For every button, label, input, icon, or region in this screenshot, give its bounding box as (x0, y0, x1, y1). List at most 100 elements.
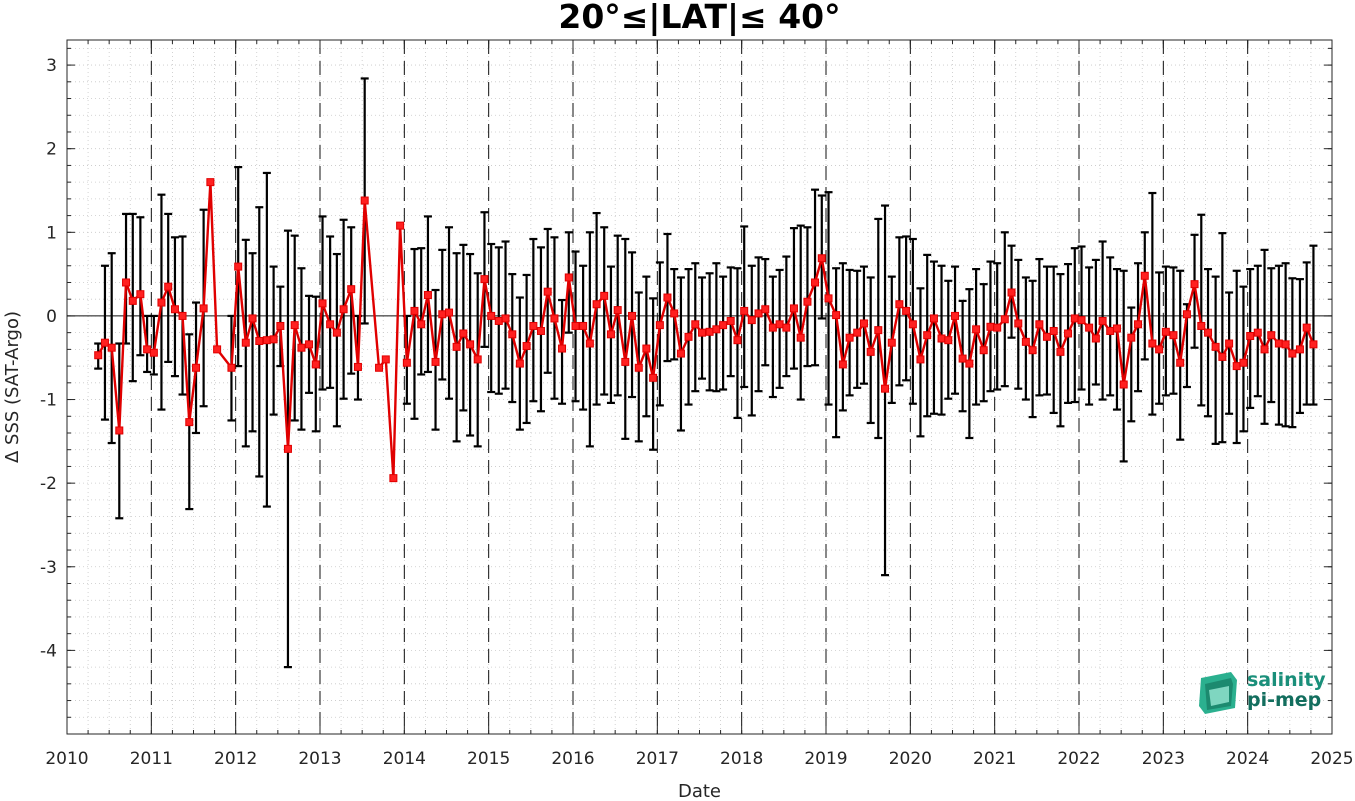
data-point (459, 329, 468, 338)
data-point (1064, 329, 1073, 338)
y-tick-label: 3 (46, 56, 57, 76)
y-tick-label: 2 (46, 140, 57, 160)
y-tick-label: -2 (40, 474, 57, 494)
grid (66, 40, 1333, 735)
data-point (445, 308, 454, 317)
data-point (698, 328, 707, 337)
data-point (283, 444, 292, 453)
data-point (676, 349, 685, 358)
y-tick-label: -1 (40, 391, 57, 411)
data-point (473, 355, 482, 364)
data-point (740, 306, 749, 315)
data-point (515, 359, 524, 368)
x-tick-label: 2021 (973, 749, 1016, 769)
data-point (1091, 334, 1100, 343)
data-point (1056, 347, 1065, 356)
y-tick-label: 0 (46, 307, 57, 327)
x-tick-label: 2018 (720, 749, 763, 769)
data-point (986, 322, 995, 331)
data-point (297, 343, 306, 352)
data-point (269, 335, 278, 344)
data-point (1246, 331, 1255, 340)
data-point (1106, 326, 1115, 335)
data-point (536, 326, 545, 335)
data-point (452, 342, 461, 351)
data-point (178, 311, 187, 320)
data-point (290, 321, 299, 330)
data-point (94, 351, 103, 360)
data-point (438, 310, 447, 319)
data-point (1232, 362, 1241, 371)
data-point (1148, 339, 1157, 348)
data-point (845, 333, 854, 342)
data-point (192, 363, 201, 372)
data-point (1253, 328, 1262, 337)
data-point (276, 321, 285, 330)
x-tick-label: 2016 (551, 749, 594, 769)
data-point (1077, 316, 1086, 325)
data-point (255, 337, 264, 346)
data-point (402, 358, 411, 367)
data-point (100, 338, 109, 347)
data-point (107, 343, 116, 352)
data-point (1274, 339, 1283, 348)
data-point (859, 319, 868, 328)
data-point (1190, 280, 1199, 289)
data-point (227, 363, 236, 372)
data-point (234, 262, 243, 271)
data-point (634, 363, 643, 372)
x-tick-label: 2015 (467, 749, 510, 769)
data-point (628, 311, 637, 320)
x-tick-label: 2014 (383, 749, 426, 769)
data-point (332, 328, 341, 337)
data-point (691, 320, 700, 329)
data-point (796, 333, 805, 342)
data-point (908, 320, 917, 329)
data-point (1281, 340, 1290, 349)
data-point (1035, 320, 1044, 329)
data-point (501, 314, 510, 323)
data-point (318, 299, 327, 308)
data-point (979, 346, 988, 355)
data-point (881, 384, 890, 393)
data-point (143, 345, 152, 354)
data-point (853, 328, 862, 337)
data-point (972, 325, 981, 334)
x-tick-label: 2012 (214, 749, 257, 769)
logo-mark-icon (1199, 672, 1237, 714)
data-point (944, 336, 953, 345)
data-point (311, 360, 320, 369)
data-point (993, 323, 1002, 332)
data-point (149, 348, 158, 357)
data-point (1161, 327, 1170, 336)
data-point (747, 316, 756, 325)
data-point (1176, 358, 1185, 367)
data-point (1112, 324, 1121, 333)
data-point (789, 304, 798, 313)
data-point (1169, 331, 1178, 340)
x-tick-label: 2023 (1142, 749, 1185, 769)
x-tick-label: 2013 (298, 749, 341, 769)
data-point (670, 309, 679, 318)
data-point (1295, 345, 1304, 354)
data-point (522, 342, 531, 351)
data-point (600, 291, 609, 300)
data-point (417, 320, 426, 329)
data-point (642, 344, 651, 353)
data-point (684, 332, 693, 341)
data-point (1119, 380, 1128, 389)
data-point (726, 316, 735, 325)
data-point (887, 338, 896, 347)
data-point (817, 254, 826, 263)
y-axis-label: Δ SSS (SAT-Argo) (2, 311, 23, 463)
data-point (115, 426, 124, 435)
data-point (494, 316, 503, 325)
data-point (1288, 349, 1297, 358)
logo-text-line1: salinity (1247, 669, 1326, 691)
series (94, 178, 1318, 483)
data-point (199, 304, 208, 313)
data-point (832, 311, 841, 320)
data-point (353, 362, 362, 371)
data-point (1267, 331, 1276, 340)
